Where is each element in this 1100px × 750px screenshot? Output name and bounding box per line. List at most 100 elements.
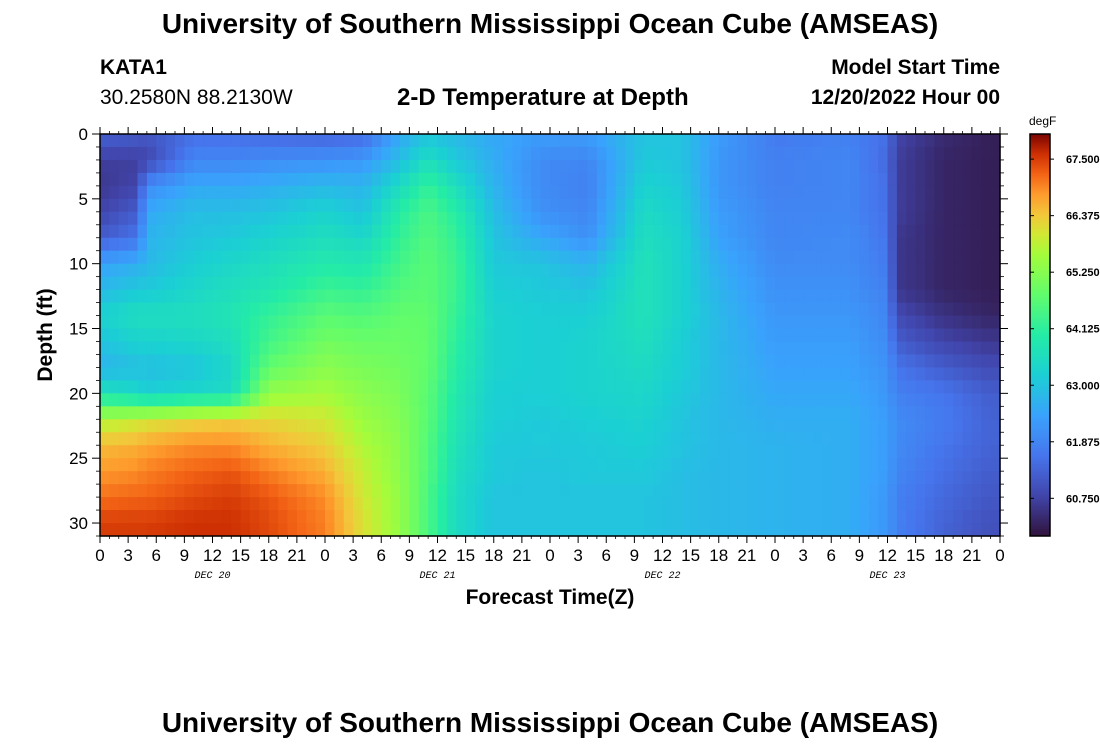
y-tick-label: 10: [69, 255, 88, 274]
heatmap-cell: [718, 380, 729, 394]
heatmap-cell: [353, 328, 364, 343]
heatmap-cell: [746, 419, 757, 433]
heatmap-cell: [193, 510, 204, 524]
heatmap-cell: [221, 185, 232, 200]
heatmap-cell: [484, 406, 495, 420]
heatmap-cell: [896, 302, 907, 317]
heatmap-cell: [981, 328, 992, 343]
heatmap-cell: [343, 276, 354, 291]
heatmap-cell: [400, 172, 410, 187]
heatmap-cell: [793, 198, 804, 213]
heatmap-cell: [990, 159, 1001, 174]
heatmap-cell: [662, 224, 673, 239]
heatmap-cell: [540, 159, 551, 174]
heatmap-cell: [156, 172, 167, 187]
heatmap-cell: [812, 250, 823, 265]
heatmap-cell: [175, 315, 185, 330]
heatmap-cell: [540, 263, 551, 278]
heatmap-cell: [709, 458, 720, 472]
heatmap-cell: [493, 458, 504, 472]
heatmap-cell: [962, 198, 973, 213]
heatmap-cell: [165, 458, 176, 472]
heatmap-cell: [906, 211, 917, 226]
heatmap-cell: [475, 172, 485, 187]
heatmap-cell: [109, 263, 120, 278]
heatmap-cell: [568, 445, 579, 459]
heatmap-cell: [118, 458, 129, 472]
heatmap-cell: [315, 224, 326, 239]
heatmap-cell: [934, 146, 945, 161]
heatmap-cell: [793, 341, 804, 356]
heatmap-cell: [625, 523, 635, 537]
heatmap-cell: [334, 276, 345, 291]
heatmap-cell: [812, 341, 823, 356]
heatmap-cell: [325, 445, 335, 459]
heatmap-cell: [137, 302, 148, 317]
heatmap-cell: [362, 315, 373, 330]
heatmap-cell: [381, 224, 392, 239]
heatmap-cell: [728, 367, 739, 381]
heatmap-cell: [681, 302, 692, 317]
heatmap-cell: [400, 523, 410, 537]
heatmap-cell: [831, 250, 842, 265]
heatmap-cell: [278, 172, 289, 187]
heatmap-cell: [887, 445, 898, 459]
heatmap-cell: [446, 406, 457, 420]
heatmap-cell: [334, 445, 345, 459]
heatmap-cell: [700, 367, 710, 381]
heatmap-cell: [446, 159, 457, 174]
heatmap-cell: [325, 172, 335, 187]
heatmap-cell: [259, 159, 270, 174]
heatmap-cell: [409, 471, 420, 485]
heatmap-cell: [681, 224, 692, 239]
heatmap-cell: [475, 224, 485, 239]
heatmap-cell: [503, 523, 514, 537]
heatmap-cell: [990, 263, 1001, 278]
heatmap-cell: [428, 497, 439, 511]
heatmap-cell: [643, 393, 654, 407]
heatmap-cell: [540, 237, 551, 252]
heatmap-cell: [981, 380, 992, 394]
heatmap-cell: [756, 211, 767, 226]
heatmap-cell: [521, 289, 532, 304]
heatmap-cell: [971, 224, 982, 239]
heatmap-cell: [221, 250, 232, 265]
heatmap-cell: [962, 263, 973, 278]
heatmap-cell: [606, 172, 617, 187]
heatmap-cell: [493, 134, 504, 148]
heatmap-cell: [100, 510, 110, 524]
heatmap-cell: [971, 198, 982, 213]
x-tick-label: 12: [878, 546, 897, 565]
heatmap-cell: [671, 224, 682, 239]
heatmap-cell: [240, 341, 251, 356]
heatmap-cell: [446, 289, 457, 304]
heatmap-cell: [128, 134, 139, 148]
heatmap-cell: [268, 302, 279, 317]
heatmap-cell: [203, 497, 214, 511]
heatmap-cell: [118, 172, 129, 187]
heatmap-cell: [428, 276, 439, 291]
heatmap-cell: [193, 445, 204, 459]
heatmap-cell: [643, 484, 654, 498]
heatmap-cell: [296, 432, 307, 446]
heatmap-cell: [840, 328, 851, 343]
heatmap-cell: [878, 523, 889, 537]
heatmap-cell: [681, 367, 692, 381]
heatmap-cell: [109, 484, 120, 498]
heatmap-cell: [278, 341, 289, 356]
heatmap-cell: [475, 458, 485, 472]
heatmap-cell: [296, 406, 307, 420]
heatmap-cell: [362, 172, 373, 187]
heatmap-cell: [118, 198, 129, 213]
heatmap-cell: [540, 341, 551, 356]
heatmap-cell: [756, 458, 767, 472]
heatmap-cell: [250, 445, 260, 459]
heatmap-cell: [953, 263, 964, 278]
heatmap-cell: [493, 250, 504, 265]
heatmap-cell: [428, 341, 439, 356]
heatmap-cell: [578, 289, 589, 304]
heatmap-cell: [465, 211, 476, 226]
heatmap-cell: [700, 497, 710, 511]
heatmap-cell: [925, 497, 935, 511]
heatmap-cell: [400, 302, 410, 317]
